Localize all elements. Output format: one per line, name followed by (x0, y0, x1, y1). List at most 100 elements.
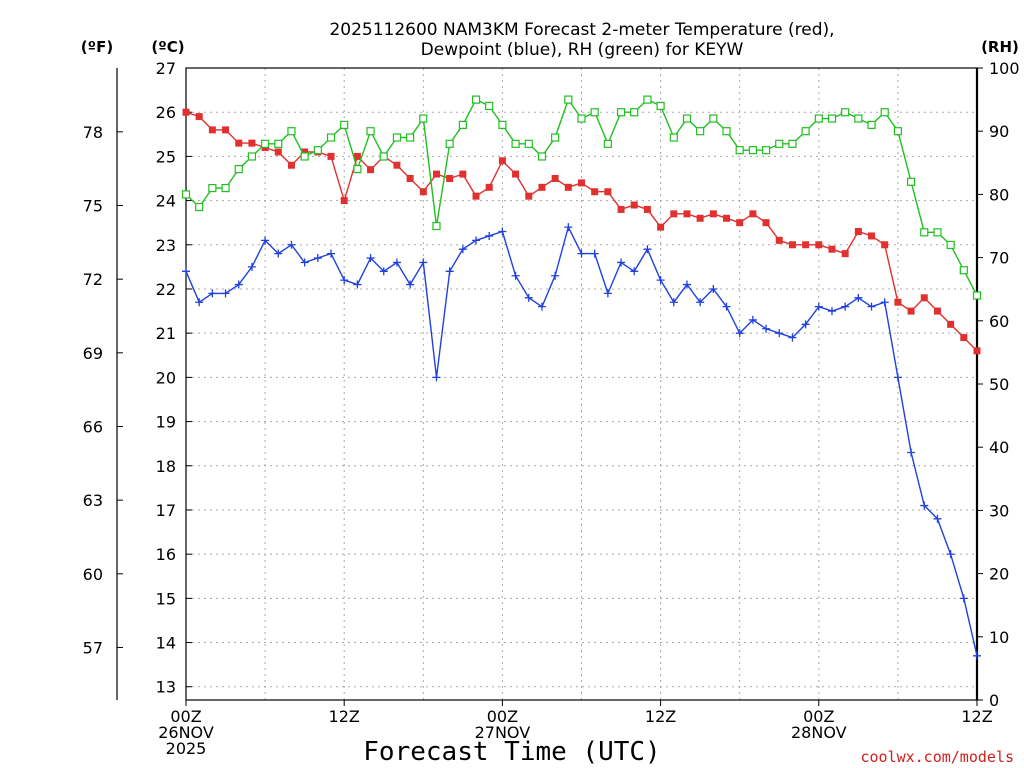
dewpoint-point (814, 302, 823, 311)
dewpoint-point (458, 245, 467, 254)
rh-point (261, 139, 270, 148)
celsius-tick-label: 22 (156, 280, 176, 299)
dewpoint-point (827, 307, 836, 316)
dewpoint-point (195, 298, 204, 307)
rh-tick-label: 10 (989, 628, 1009, 647)
rh-point (972, 291, 982, 300)
temperature-point (788, 241, 796, 249)
temperature-point (802, 241, 810, 249)
dewpoint-point (221, 289, 230, 298)
temperature-point (419, 188, 427, 196)
temperature-point (907, 307, 915, 315)
temperature-point (933, 307, 941, 315)
temperature-point (248, 139, 256, 147)
temperature-point (630, 201, 638, 209)
celsius-tick-label: 26 (156, 103, 176, 122)
rh-point (537, 152, 547, 161)
rh-point (761, 146, 771, 155)
rh-point (419, 114, 428, 123)
dewpoint-point (353, 280, 362, 289)
dewpoint-point (551, 271, 560, 280)
rh-tick-label: 50 (989, 375, 1009, 394)
rh-point (841, 108, 850, 117)
dewpoint-point (973, 651, 981, 660)
dewpoint-point (933, 514, 942, 523)
temperature-point (762, 219, 770, 227)
temperature-point (947, 320, 955, 328)
temperature-point (815, 241, 823, 249)
fahrenheit-axis-label: (ºF) (81, 38, 113, 56)
dewpoint-point (959, 594, 968, 603)
rh-point (827, 114, 837, 123)
dewpoint-point (788, 333, 797, 342)
rh-point (906, 177, 916, 186)
rh-point (511, 139, 520, 148)
dewpoint-point (366, 254, 375, 263)
rh-point (959, 266, 968, 275)
temperature-point (472, 192, 480, 200)
dewpoint-point (617, 258, 626, 267)
dewpoint-point (880, 298, 889, 307)
rh-tick-label: 60 (989, 312, 1009, 331)
rh-point (485, 101, 494, 111)
temperature-point (775, 236, 783, 244)
dewpoint-point (327, 249, 336, 258)
celsius-tick-label: 19 (156, 413, 176, 432)
dewpoint-point (696, 298, 705, 307)
temperature-point (353, 152, 361, 160)
rh-point (616, 108, 626, 117)
x-tick-label: 12Z (329, 707, 360, 726)
dewpoint-point (867, 302, 876, 311)
temperature-point (406, 174, 414, 182)
rh-point (340, 120, 349, 129)
dewpoint-point (261, 236, 270, 245)
rh-point (551, 133, 560, 142)
temperature-point (881, 241, 889, 249)
rh-point (208, 183, 217, 193)
temperature-point (301, 148, 309, 156)
temperature-point (868, 232, 876, 240)
celsius-tick-label: 23 (156, 236, 176, 255)
dewpoint-point (643, 245, 652, 254)
rh-tick-label: 70 (989, 249, 1009, 268)
dewpoint-point (656, 276, 665, 285)
dewpoint-point (432, 373, 441, 382)
temperature-point (367, 166, 375, 174)
rh-point (366, 127, 375, 136)
dewpoint-point (735, 329, 744, 338)
rh-point (300, 152, 309, 161)
rh-point (577, 114, 586, 123)
temperature-point (657, 223, 665, 231)
rh-point (590, 108, 599, 117)
temperature-point (340, 197, 348, 205)
temperature-point (670, 210, 678, 218)
rh-point (669, 133, 678, 142)
x-tick-label: 28NOV (791, 723, 847, 742)
dewpoint-point (946, 550, 955, 559)
rh-tick-label: 40 (989, 438, 1009, 457)
temperature-point (920, 294, 928, 302)
dewpoint-point (748, 315, 757, 324)
rh-tick-label: 0 (989, 691, 999, 710)
dewpoint-point (274, 249, 283, 258)
rh-point (432, 221, 441, 231)
dewpoint-point (630, 267, 639, 276)
temperature-point (683, 210, 691, 218)
rh-point (313, 146, 322, 155)
dewpoint-point (340, 276, 349, 285)
dewpoint-point (893, 373, 902, 382)
celsius-tick-label: 20 (156, 368, 176, 387)
x-tick-label: 2025 (166, 739, 207, 758)
fahrenheit-tick-label: 66 (83, 417, 103, 436)
dewpoint-point (313, 254, 322, 263)
dewpoint-point (379, 267, 388, 276)
dewpoint-point (709, 284, 718, 293)
rh-point (814, 114, 823, 123)
temperature-point (564, 183, 572, 191)
dewpoint-point (406, 280, 415, 289)
rh-point (498, 120, 507, 129)
temperature-point (841, 250, 849, 258)
dewpoint-point (247, 262, 256, 271)
watermark: coolwx.com/models (860, 748, 1014, 766)
temperature-point (446, 174, 454, 182)
